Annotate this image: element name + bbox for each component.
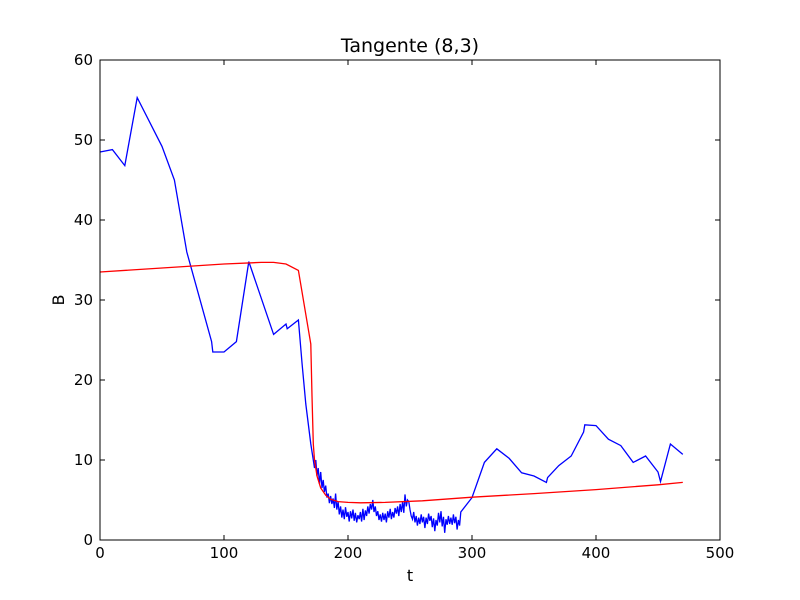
x-tick-label: 400 bbox=[582, 544, 611, 562]
chart-title: Tangente (8,3) bbox=[340, 35, 479, 57]
x-tick-label: 200 bbox=[334, 544, 363, 562]
y-tick-label: 20 bbox=[74, 371, 93, 389]
y-tick-label: 60 bbox=[74, 51, 93, 69]
y-tick-label: 0 bbox=[83, 531, 93, 549]
series-line-2 bbox=[99, 261, 683, 504]
plot-lines bbox=[99, 95, 684, 533]
x-tick-label: 0 bbox=[95, 544, 105, 562]
x-tick-label: 100 bbox=[210, 544, 239, 562]
x-tick-label: 500 bbox=[706, 544, 735, 562]
series-line-1 bbox=[99, 95, 684, 533]
y-axis-label: B bbox=[49, 295, 68, 306]
y-tick-label: 30 bbox=[74, 291, 93, 309]
y-tick-label: 40 bbox=[74, 211, 93, 229]
y-tick-label: 10 bbox=[74, 451, 93, 469]
y-tick-label: 50 bbox=[74, 131, 93, 149]
x-tick-label: 300 bbox=[458, 544, 487, 562]
x-axis-label: t bbox=[407, 566, 413, 585]
axis-ticks: 0 100 200 300 400 500 0 10 20 30 40 50 60 bbox=[74, 51, 734, 562]
